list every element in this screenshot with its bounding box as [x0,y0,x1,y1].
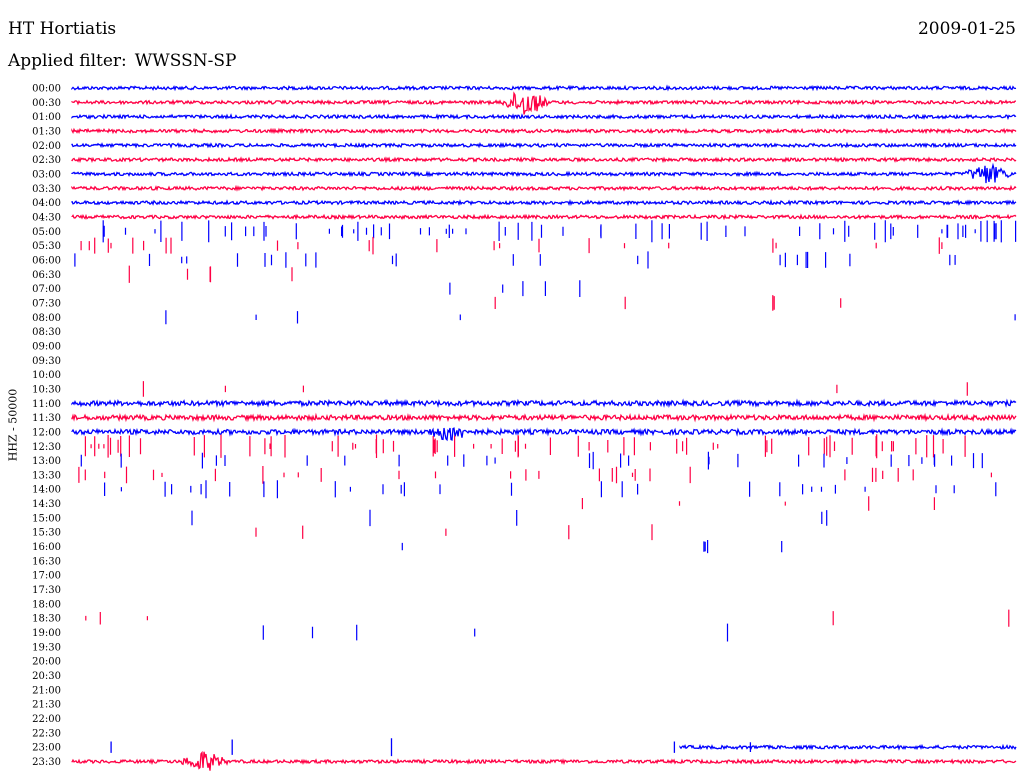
trace-row-1200 [71,427,1017,442]
trace-row-1430 [581,496,935,511]
time-label-0530: 05:30 [32,241,61,252]
time-label-0000: 00:00 [32,84,61,95]
time-label-0430: 04:30 [32,212,61,223]
plot-date: 2009-01-25 [917,19,1016,39]
trace-row-1400 [104,480,997,499]
trace-row-0700 [449,280,581,297]
trace-row-1030 [142,381,968,397]
time-label-0030: 00:30 [32,98,61,109]
time-label-1330: 13:30 [32,470,61,481]
trace-row-0030 [71,91,1016,115]
trace-row-0400 [71,198,1017,207]
time-label-1530: 15:30 [32,528,61,539]
trace-row-0330 [71,184,1017,192]
trace-row-1830 [85,609,1010,627]
time-label-0130: 01:30 [32,126,61,137]
filter-label: Applied filter: WWSSN-SP [8,51,236,71]
time-label-1300: 13:00 [32,456,61,467]
time-label-0600: 06:00 [32,255,61,266]
time-label-1130: 11:30 [32,413,61,424]
trace-row-1100 [71,398,1017,409]
trace-row-1330 [78,466,992,484]
time-label-1730: 17:30 [32,585,61,596]
trace-row-2300 [110,738,1017,757]
time-label-1400: 14:00 [32,485,61,496]
time-label-1430: 14:30 [32,499,61,510]
trace-row-1300 [80,451,983,470]
trace-row-0600 [74,251,956,269]
time-label-2130: 21:30 [32,700,61,711]
filter-value: WWSSN-SP [134,51,237,71]
time-label-2100: 21:00 [32,685,61,696]
trace-row-0800 [165,310,1016,325]
time-label-1000: 10:00 [32,370,61,381]
time-label-1030: 10:30 [32,384,61,395]
time-axis-labels: 00:00 00:30 01:00 01:30 02:00 02:30 03:00 03:30… [32,84,61,769]
time-label-1500: 15:00 [32,513,61,524]
time-label-1200: 12:00 [32,427,61,438]
trace-row-0000 [71,84,1017,92]
trace-row-0200 [71,141,1017,149]
station-title: HT Hortiatis [8,19,117,39]
time-label-2200: 22:00 [32,714,61,725]
filter-label-text: Applied filter: [8,51,127,71]
trace-row-0100 [71,113,1017,121]
trace-row-0130 [71,127,1017,135]
trace-row-1530 [255,524,653,541]
trace-row-0730 [494,295,842,311]
time-label-2230: 22:30 [32,728,61,739]
time-label-2300: 23:00 [32,743,61,754]
trace-row-0500 [102,220,1017,243]
time-label-0700: 07:00 [32,284,61,295]
time-label-0930: 09:30 [32,356,61,367]
time-label-0730: 07:30 [32,298,61,309]
time-label-1700: 17:00 [32,571,61,582]
time-label-0800: 08:00 [32,313,61,324]
time-label-2030: 20:30 [32,671,61,682]
trace-row-2330 [71,750,1017,771]
time-label-1800: 18:00 [32,599,61,610]
time-label-1600: 16:00 [32,542,61,553]
trace-row-1900 [262,623,729,642]
time-label-0300: 03:00 [32,169,61,180]
time-label-1930: 19:30 [32,642,61,653]
time-label-0900: 09:00 [32,341,61,352]
time-label-2000: 20:00 [32,657,61,668]
trace-row-0630 [128,265,293,283]
time-label-1630: 16:30 [32,556,61,567]
time-label-1100: 11:00 [32,399,61,410]
time-label-0100: 01:00 [32,112,61,123]
time-label-0330: 03:30 [32,184,61,195]
trace-row-0300 [71,162,1017,184]
time-label-2330: 23:30 [32,757,61,768]
trace-row-1500 [191,509,828,527]
time-label-0500: 05:00 [32,227,61,238]
trace-row-1600 [401,540,783,554]
seismic-traces [71,84,1017,771]
time-label-1900: 19:00 [32,628,61,639]
trace-row-0230 [71,156,1017,164]
time-label-0200: 02:00 [32,141,61,152]
trace-row-0430 [71,213,1017,221]
trace-row-1130 [71,412,1017,423]
time-label-1830: 18:30 [32,614,61,625]
trace-row-0530 [80,236,943,255]
time-label-1230: 12:30 [32,442,61,453]
trace-row-1230 [84,434,966,459]
time-label-0230: 02:30 [32,155,61,166]
time-label-0630: 06:30 [32,270,61,281]
time-label-0830: 08:30 [32,327,61,338]
time-label-0400: 04:00 [32,198,61,209]
